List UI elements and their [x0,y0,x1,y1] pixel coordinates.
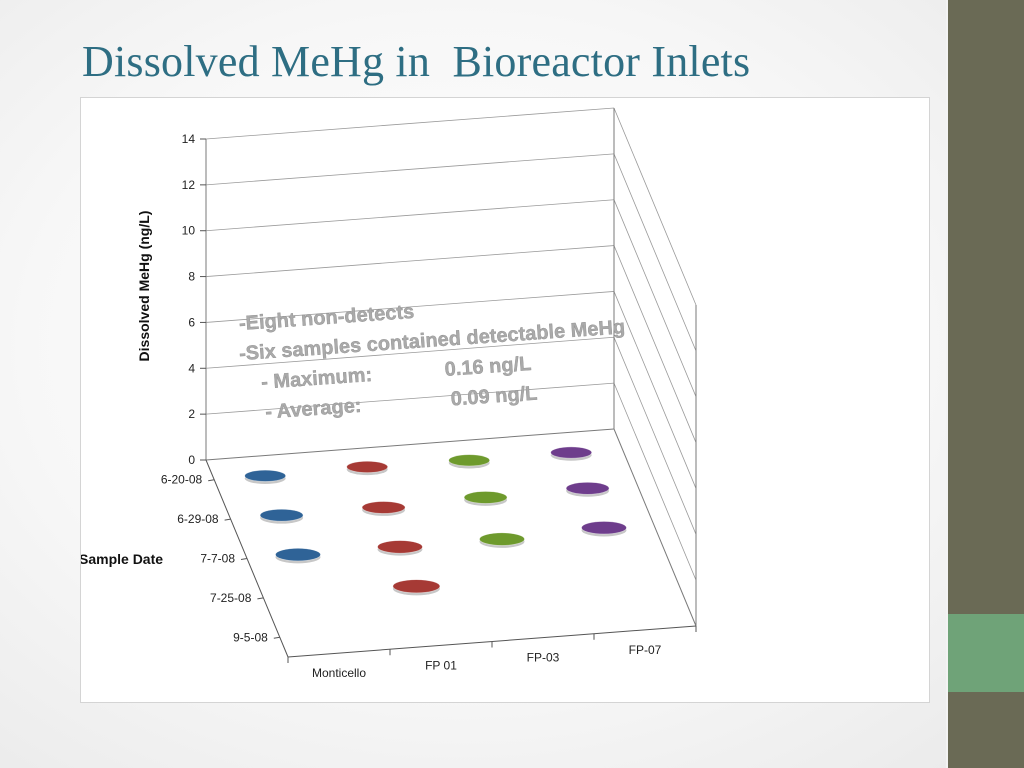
data-point-marker [479,532,525,546]
side-wall-gridline [613,199,697,397]
site-tick-label: FP 01 [425,658,457,672]
date-tick-label: 7-7-08 [200,552,235,566]
annotation-group: -Eight non-detects-Six samples contained… [238,301,626,424]
date-tick-label: 7-25-08 [210,591,252,605]
note-non-detects: -Eight non-detects [238,301,415,335]
y-tick-label: 6 [188,315,195,329]
note-maximum-label: - Maximum: [260,364,372,394]
date-tick-label: 6-20-08 [161,473,203,487]
chart-frame: 0 2 4 6 8 10 12 14 6-20-08 6-29-08 7-7-08 7-25-08 9-… [80,97,930,703]
note-average-label: - Average: [265,395,363,424]
data-point-marker [392,579,441,594]
depth-axis-title: Sample Date [81,551,163,567]
y-tick-label: 0 [188,453,195,467]
back-wall-gridline [205,199,615,232]
back-wall-gridline [205,245,615,277]
date-tick-mark [273,636,280,639]
data-point-marker [275,548,321,562]
back-wall-gridline [205,382,615,415]
site-tick-label: Monticello [312,666,366,680]
date-tick-mark [224,518,231,521]
date-tick-mark [257,597,264,600]
back-wall-gridline [205,336,615,369]
data-point-marker [377,540,423,554]
note-maximum-value: 0.16 ng/L [444,353,532,381]
y-tick-label: 4 [188,361,195,375]
data-point-marker [581,521,627,535]
slide-title: Dissolved MeHg in Bioreactor Inlets [82,37,751,86]
date-tick-mark [208,479,215,482]
y-tick-label: 12 [182,178,196,192]
data-point-marker [448,454,491,467]
back-wall-gridline [205,107,615,140]
data-point-marker [361,501,406,514]
side-wall-gridline [613,245,697,443]
side-wall-gridline [613,153,697,352]
side-wall-gridline [613,107,697,306]
data-point-marker [463,491,508,504]
data-point-marker [346,460,389,473]
floor-back-edge [205,428,615,461]
note-average-value: 0.09 ng/L [450,383,538,411]
site-tick-label: FP-07 [629,643,662,657]
back-wall-gridline [205,153,615,186]
sidebar-accent-block [948,614,1024,692]
side-wall-gridline [613,291,697,489]
date-tick-mark [240,558,248,560]
y-tick-label: 14 [182,132,196,146]
data-point-marker [565,482,610,495]
y-tick-label: 2 [188,407,195,421]
chart-3d-scatter: 0 2 4 6 8 10 12 14 6-20-08 6-29-08 7-7-08 7-25-08 9-… [81,107,697,680]
data-point-marker [550,446,593,459]
data-point-marker [244,469,286,482]
date-tick-label: 6-29-08 [177,512,219,526]
floor-right-edge [613,428,697,627]
site-tick-label: FP-03 [527,651,560,665]
back-wall-gridline [205,291,615,323]
date-tick-label: 9-5-08 [233,630,268,644]
y-axis-title: Dissolved MeHg (ng/L) [136,211,152,362]
y-tick-label: 10 [182,224,196,238]
side-wall-gridline [613,337,697,535]
sidebar-edge-line [946,0,948,768]
side-wall-gridline [613,382,697,581]
y-tick-label: 8 [188,270,195,284]
data-point-marker [259,508,304,522]
